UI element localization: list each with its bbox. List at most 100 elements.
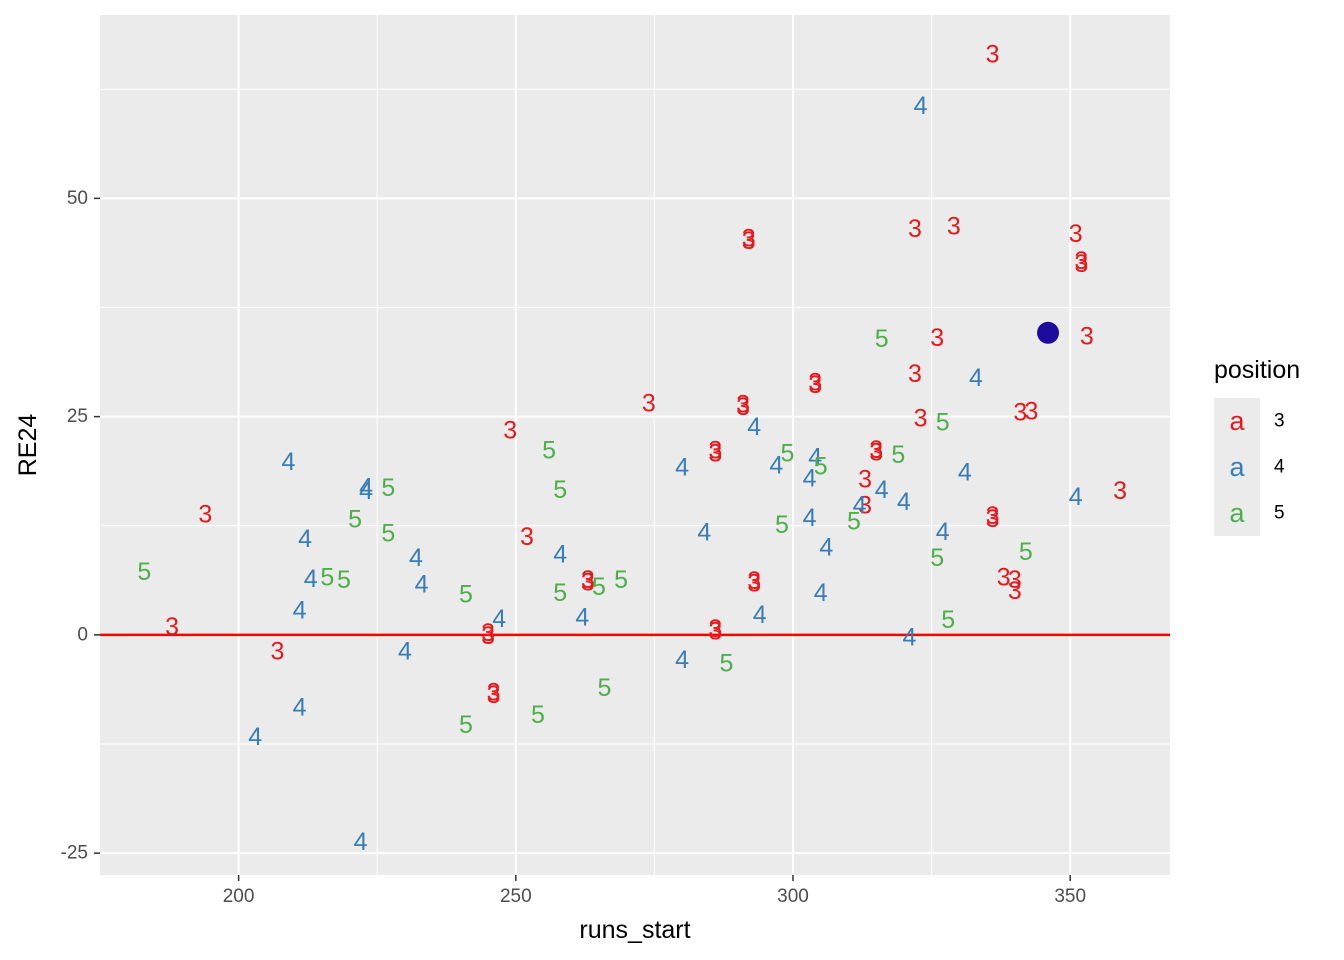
- data-point-3: 3: [520, 523, 534, 551]
- y-tick-label: 25: [67, 406, 88, 427]
- data-point-5: 5: [781, 439, 795, 467]
- data-point-4: 4: [897, 488, 911, 516]
- y-axis-title: RE24: [14, 414, 42, 477]
- data-point-4: 4: [747, 413, 761, 441]
- data-point-3: 3: [708, 439, 722, 467]
- data-point-4: 4: [409, 544, 423, 572]
- data-point-3: 3: [747, 567, 761, 595]
- data-point-5: 5: [381, 474, 395, 502]
- data-point-3: 3: [908, 215, 922, 243]
- data-point-3: 3: [736, 393, 750, 421]
- data-point-4: 4: [875, 476, 889, 504]
- data-point-4: 4: [293, 596, 307, 624]
- data-point-3: 3: [858, 492, 872, 520]
- data-point-5: 5: [592, 573, 606, 601]
- data-point-4: 4: [248, 723, 262, 751]
- data-point-4: 4: [553, 541, 567, 569]
- data-point-4: 4: [359, 473, 373, 501]
- data-point-4: 4: [359, 477, 373, 505]
- data-point-5: 5: [553, 579, 567, 607]
- data-point-4: 4: [814, 579, 828, 607]
- data-point-4: 4: [298, 525, 312, 553]
- data-point-3: 3: [1074, 250, 1088, 278]
- data-point-4: 4: [936, 518, 950, 546]
- data-point-3: 3: [858, 465, 872, 493]
- major-gridlines: [100, 15, 1170, 875]
- data-point-4: 4: [575, 603, 589, 631]
- data-point-3: 3: [869, 436, 883, 464]
- data-point-3: 3: [642, 390, 656, 418]
- data-point-4: 4: [354, 828, 368, 856]
- data-point-5: 5: [348, 506, 362, 534]
- data-point-5: 5: [459, 711, 473, 739]
- data-point-3: 3: [986, 40, 1000, 68]
- data-point-4: 4: [853, 492, 867, 520]
- data-point-4: 4: [769, 452, 783, 480]
- legend-key-glyph: a: [1229, 498, 1245, 528]
- data-point-5: 5: [542, 437, 556, 465]
- x-axis-title: runs_start: [579, 916, 690, 944]
- data-point-4: 4: [293, 693, 307, 721]
- data-point-5: 5: [320, 563, 334, 591]
- data-point-3: 3: [997, 563, 1011, 591]
- legend-label-5: 5: [1274, 503, 1285, 524]
- data-point-3: 3: [1113, 477, 1127, 505]
- data-point-3: 3: [869, 438, 883, 466]
- data-point-3: 3: [481, 619, 495, 647]
- data-point-3: 3: [736, 390, 750, 418]
- data-point-5: 5: [891, 441, 905, 469]
- data-point-3: 3: [581, 566, 595, 594]
- data-point-4: 4: [492, 605, 506, 633]
- data-point-3: 3: [270, 637, 284, 665]
- data-point-3: 3: [914, 404, 928, 432]
- legend-key-3: [1214, 398, 1260, 444]
- data-point-5: 5: [531, 701, 545, 729]
- data-point-3: 3: [1069, 220, 1083, 248]
- x-tick-label: 200: [223, 886, 255, 907]
- data-point-3: 3: [742, 225, 756, 253]
- minor-gridlines: [100, 15, 1170, 875]
- data-point-3: 3: [986, 505, 1000, 533]
- data-point-3: 3: [1074, 247, 1088, 275]
- data-point-4: 4: [415, 570, 429, 598]
- data-point-5: 5: [459, 581, 473, 609]
- data-point-3: 3: [487, 679, 501, 707]
- data-point-4: 4: [914, 92, 928, 120]
- data-point-3: 3: [165, 613, 179, 641]
- data-point-4: 4: [675, 646, 689, 674]
- data-point-4: 4: [808, 444, 822, 472]
- legend-key-glyph: a: [1229, 406, 1245, 436]
- data-point-4: 4: [753, 601, 767, 629]
- data-point-4: 4: [819, 534, 833, 562]
- data-point-3: 3: [1080, 322, 1094, 350]
- data-point-3: 3: [747, 569, 761, 597]
- data-point-4: 4: [803, 465, 817, 493]
- data-point-3: 3: [708, 615, 722, 643]
- data-point-4: 4: [697, 519, 711, 547]
- data-point-3: 3: [1013, 398, 1027, 426]
- data-point-4: 4: [675, 453, 689, 481]
- x-tick-label: 250: [500, 886, 532, 907]
- data-point-5: 5: [847, 507, 861, 535]
- data-point-3: 3: [708, 437, 722, 465]
- x-axis-ticks: 200 250 300 350: [223, 875, 1086, 907]
- data-point-5: 5: [137, 558, 151, 586]
- data-point-5: 5: [337, 566, 351, 594]
- data-point-5: 5: [720, 650, 734, 678]
- data-point-3: 3: [1024, 397, 1038, 425]
- legend-key-4: [1214, 444, 1260, 490]
- data-point-4: 4: [1069, 483, 1083, 511]
- legend: position a 3 a 4 a 5: [1214, 356, 1300, 536]
- data-point-3: 3: [487, 681, 501, 709]
- data-point-3: 3: [1008, 566, 1022, 594]
- data-point-3: 3: [742, 227, 756, 255]
- highlight-point: [1037, 321, 1060, 344]
- data-point-3: 3: [947, 212, 961, 240]
- data-point-4: 4: [304, 565, 318, 593]
- data-point-4: 4: [902, 624, 916, 652]
- x-tick-label: 350: [1054, 886, 1086, 907]
- legend-label-4: 4: [1274, 457, 1285, 478]
- legend-title: position: [1214, 356, 1300, 384]
- data-point-5: 5: [814, 452, 828, 480]
